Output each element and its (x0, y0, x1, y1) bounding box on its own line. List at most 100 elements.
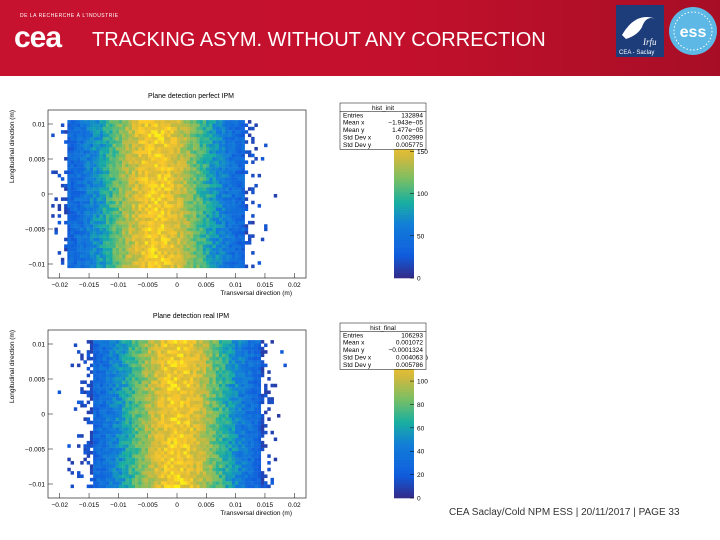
heatmap-cell (131, 146, 136, 151)
heatmap-cell (196, 183, 200, 188)
heatmap-cell (144, 353, 149, 358)
heatmap-cell (215, 123, 220, 127)
heatmap-cell (144, 457, 149, 462)
color-scale-step (394, 212, 414, 215)
heatmap-cell (196, 264, 200, 269)
heatmap-cell (209, 227, 213, 232)
heatmap-cell (135, 471, 139, 475)
heatmap-cell (206, 264, 210, 269)
heatmap-cell (93, 340, 97, 344)
heatmap-cell (60, 123, 65, 127)
heatmap-cell (144, 467, 149, 472)
color-scale-step (394, 209, 414, 213)
heatmap-cell (141, 157, 145, 161)
heatmap-cell (157, 477, 162, 482)
heatmap-cell (96, 143, 100, 148)
heatmap-cell (202, 467, 207, 472)
heatmap-cell (189, 474, 194, 479)
heatmap-cell (202, 133, 207, 138)
heatmap-cell (157, 366, 162, 371)
heatmap-cell (118, 173, 123, 178)
heatmap-cell (167, 140, 171, 144)
heatmap-cell (209, 247, 213, 252)
heatmap-cell (96, 350, 100, 354)
heatmap-cell (235, 143, 239, 148)
heatmap-cell (96, 346, 100, 351)
heatmap-cell (160, 214, 165, 218)
heatmap-cell (199, 434, 203, 438)
heatmap-cell (199, 353, 203, 358)
heatmap-cell (122, 163, 126, 168)
heatmap-cell (147, 437, 152, 442)
heatmap-cell (125, 254, 129, 259)
heatmap-cell (160, 261, 165, 265)
heatmap-cell (251, 173, 255, 178)
heatmap-cell (138, 130, 142, 134)
heatmap-cell (193, 380, 197, 384)
heatmap-cell (167, 244, 171, 248)
heatmap-cell (170, 471, 174, 475)
irfu-logo-subtext: CEA - Saclay (619, 50, 654, 56)
heatmap-cell (199, 350, 203, 354)
heatmap-cell (131, 244, 136, 248)
heatmap-cell (157, 130, 162, 134)
heatmap-cell (251, 234, 255, 238)
heatmap-cell (73, 143, 78, 148)
heatmap-cell (96, 390, 100, 395)
heatmap-cell (83, 143, 87, 148)
heatmap-cell (144, 366, 149, 371)
heatmap-cell (177, 237, 181, 242)
heatmap-cell (131, 360, 136, 364)
heatmap-cell (170, 244, 174, 248)
heatmap-cell (147, 224, 152, 228)
heatmap-cell (106, 204, 110, 208)
heatmap-cell (93, 230, 97, 235)
heatmap-cell (80, 194, 84, 198)
heatmap-cell (147, 366, 152, 371)
heatmap-cell (231, 450, 236, 455)
heatmap-cell (225, 417, 229, 421)
heatmap-cell (173, 484, 178, 489)
heatmap-cell (177, 210, 181, 215)
heatmap-cell (96, 224, 100, 228)
heatmap-cell (167, 157, 171, 161)
heatmap-cell (225, 120, 229, 124)
heatmap-cell (135, 450, 139, 455)
heatmap-cell (183, 207, 187, 211)
heatmap-cell (170, 247, 174, 252)
heatmap-cell (106, 257, 110, 262)
heatmap-cell (170, 440, 174, 445)
heatmap-cell (238, 427, 242, 431)
heatmap-cell (206, 454, 210, 458)
heatmap-cell (102, 467, 107, 472)
heatmap-cell (167, 380, 171, 384)
heatmap-cell (67, 160, 71, 164)
heatmap-cell (80, 241, 84, 245)
heatmap-cell (225, 437, 229, 442)
heatmap-cell (202, 247, 207, 252)
heatmap-cell (144, 264, 149, 269)
heatmap-cell (222, 437, 226, 442)
heatmap-cell (147, 390, 152, 395)
heatmap-cell (160, 454, 165, 458)
heatmap-cell (218, 163, 223, 168)
heatmap-cell (231, 183, 236, 188)
heatmap-cell (228, 390, 233, 395)
heatmap-cell (189, 220, 194, 225)
heatmap-cell (167, 146, 171, 151)
heatmap-cell (170, 120, 174, 124)
heatmap-cell (209, 380, 213, 384)
heatmap-cell (125, 180, 129, 185)
heatmap-cell (228, 180, 233, 185)
y-tick-label: 0.005 (29, 157, 46, 164)
heatmap-cell (193, 126, 197, 131)
heatmap-cell (141, 214, 145, 218)
heatmap-cell (170, 427, 174, 431)
heatmap-cell (135, 187, 139, 191)
heatmap-cell (70, 241, 74, 245)
heatmap-cell (231, 440, 236, 445)
heatmap-cell (86, 447, 91, 452)
heatmap-cell (183, 194, 187, 198)
heatmap-cell (209, 130, 213, 134)
heatmap-cell (206, 461, 210, 465)
